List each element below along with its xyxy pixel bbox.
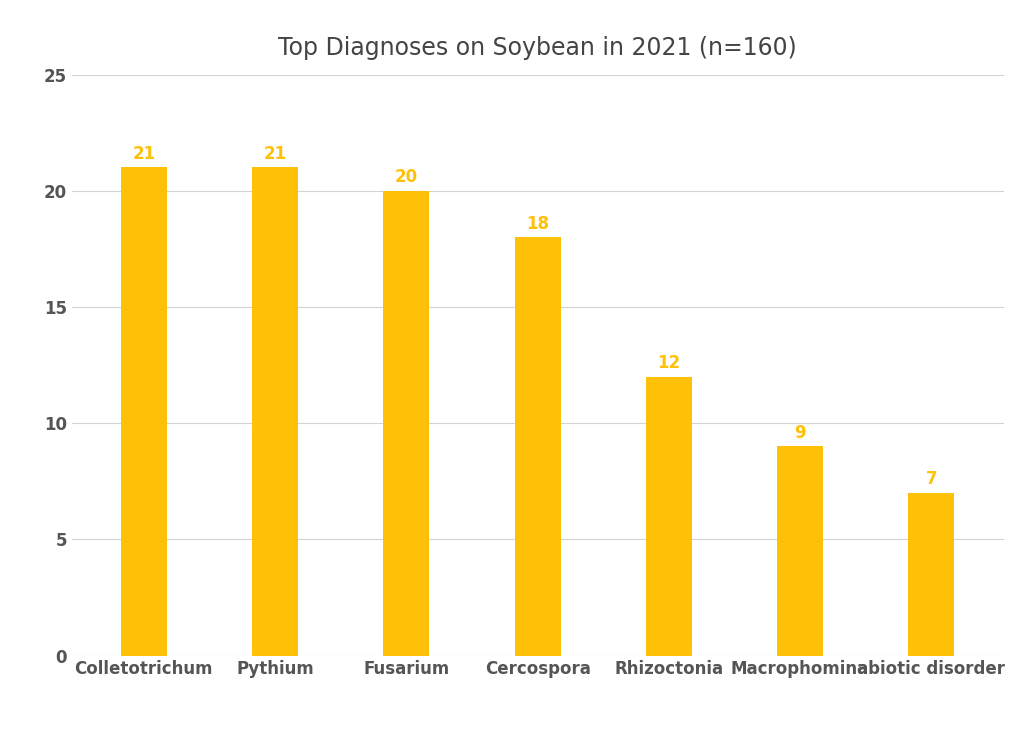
Bar (515, 237, 560, 656)
Bar (908, 493, 954, 656)
Text: 9: 9 (795, 424, 806, 442)
Text: 21: 21 (132, 145, 156, 163)
Bar (383, 191, 429, 656)
Bar (252, 168, 298, 656)
Text: 18: 18 (526, 215, 549, 232)
Title: Top Diagnoses on Soybean in 2021 (n=160): Top Diagnoses on Soybean in 2021 (n=160) (279, 36, 797, 60)
Text: 12: 12 (657, 354, 680, 372)
Text: 7: 7 (926, 470, 937, 488)
Text: 20: 20 (395, 168, 418, 186)
Bar (777, 446, 823, 656)
Bar (646, 377, 692, 656)
Text: 21: 21 (263, 145, 287, 163)
Bar (121, 168, 167, 656)
